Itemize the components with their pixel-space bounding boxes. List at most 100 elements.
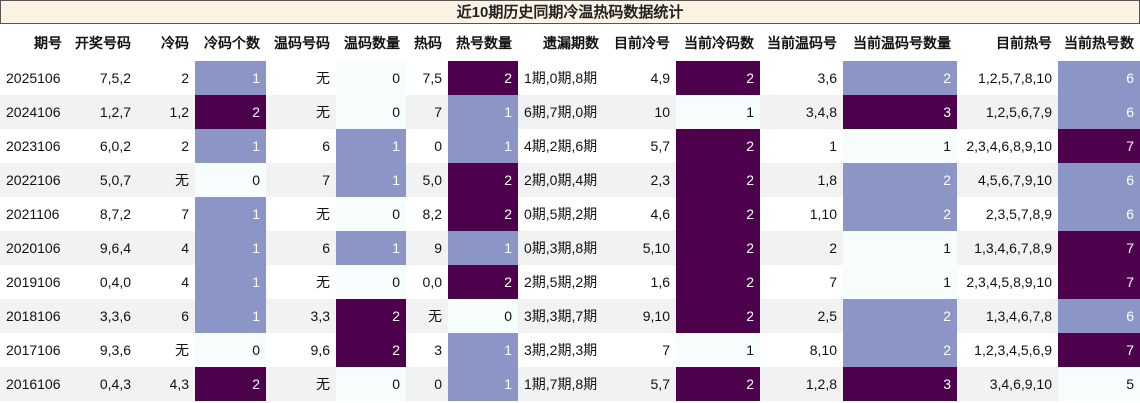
table-cell: 0	[406, 367, 448, 401]
table-cell: 0	[336, 197, 406, 231]
table-cell: 2020106	[0, 231, 68, 265]
table-cell: 1,2,7	[68, 95, 137, 129]
table-row: 2021106 8,7,2 7 1 无 0 8,2 2 0期,5期,2期 4,6 2 1,10 2 2,3…	[0, 197, 1140, 231]
column-header: 当前冷码数	[684, 34, 754, 51]
table-cell: 2,3	[605, 163, 676, 197]
table-cell: 0	[336, 61, 406, 95]
table-cell: 5,0	[406, 163, 448, 197]
table-cell: 2	[336, 299, 406, 333]
column-header: 期号	[34, 34, 62, 51]
table-cell: 1	[195, 129, 266, 163]
table-cell: 2024106	[0, 95, 68, 129]
table-cell: 2	[676, 367, 760, 401]
table-cell: 1	[448, 129, 518, 163]
column-header: 温码数量	[344, 34, 400, 51]
table-row: 2022106 5,0,7 无 0 7 1 5,0 2 2期,0期,4期 2,3 2 1,8 2 4,5,…	[0, 163, 1140, 197]
table-row: 2024106 1,2,7 1,2 2 无 0 7 1 6期,7期,0期 10 1 3,4,8 3 1,2…	[0, 95, 1140, 129]
table-cell: 0	[448, 299, 518, 333]
table-cell: 1	[843, 129, 957, 163]
table-cell: 无	[266, 95, 336, 129]
table-cell: 2	[195, 367, 266, 401]
table-cell: 2	[195, 95, 266, 129]
table-cell: 3	[843, 95, 957, 129]
table-cell: 2	[676, 197, 760, 231]
table-cell: 8,7,2	[99, 206, 131, 222]
table-cell: 2017106	[6, 342, 61, 358]
table-cell: 5,10	[605, 231, 676, 265]
table-cell: 2	[676, 163, 760, 197]
table-cell: 2	[843, 333, 957, 367]
table-cell: 2021106	[6, 206, 60, 222]
table-cell: 7	[266, 163, 336, 197]
table-cell: 2016106	[0, 367, 68, 401]
table-cell: 4,5,6,7,9,10	[957, 163, 1058, 197]
table-cell: 1	[448, 333, 518, 367]
table-cell: 2	[336, 333, 406, 367]
table-cell: 4期,2期,6期	[524, 138, 598, 154]
table-cell: 8,10	[809, 342, 837, 358]
table-cell: 2,3,4,6,8,9,10	[966, 138, 1052, 154]
table-cell: 1	[195, 197, 266, 231]
table-cell: 6	[266, 231, 336, 265]
table-cell: 2	[181, 70, 189, 86]
table-cell: 0期,5期,2期	[524, 206, 598, 222]
column-header: 热号数量	[456, 34, 512, 51]
table-cell: 3,3	[266, 299, 336, 333]
table-cell: 1	[195, 265, 266, 299]
table-cell: 3,3,6	[68, 299, 137, 333]
table-cell: 6	[1058, 163, 1140, 197]
table-cell: 2022106	[0, 163, 68, 197]
table-cell: 1	[195, 61, 266, 95]
table-cell: 0	[336, 367, 406, 401]
table-cell: 2019106	[6, 274, 61, 290]
table-cell: 2	[448, 265, 518, 299]
table-cell: 0,0	[422, 274, 442, 290]
table-cell: 1	[336, 231, 406, 265]
table-cell: 9,6,4	[68, 231, 137, 265]
table-cell: 1	[448, 367, 518, 401]
table-cell: 2	[676, 265, 760, 299]
table-cell: 1,2,8	[760, 367, 843, 401]
table-row: 2020106 9,6,4 4 1 6 1 9 1 0期,3期,8期 5,10 2 2 1 1,3,4,6…	[0, 231, 1140, 265]
table-title: 近10期历史同期冷温热码数据统计	[0, 0, 1140, 24]
table-cell: 1	[676, 333, 760, 367]
table-cell: 2,3,5,7,8,9	[985, 206, 1052, 222]
table-cell: 4,3	[137, 367, 195, 401]
table-cell: 1	[448, 95, 518, 129]
table-cell: 3	[434, 342, 442, 358]
table-cell: 0	[195, 333, 266, 367]
table-cell: 8,2	[422, 206, 442, 222]
table-cell: 1,2,5,7,8,10	[978, 70, 1052, 86]
table-cell: 9,6	[310, 342, 330, 358]
table-cell: 2025106	[6, 70, 61, 86]
table-cell: 1,2,5,6,7,9	[957, 95, 1058, 129]
table-cell: 1,3,4,6,7,8	[957, 299, 1058, 333]
table-cell: 4,9	[650, 70, 670, 86]
table-cell: 1	[829, 138, 837, 154]
table-cell: 0	[434, 138, 442, 154]
table-cell: 6	[1058, 299, 1140, 333]
column-header: 遗漏期数	[543, 34, 599, 51]
table-cell: 2	[843, 197, 957, 231]
table-cell: 1	[195, 231, 266, 265]
table-cell: 5,7	[650, 138, 670, 154]
table-row: 2017106 9,3,6 无 0 9,6 2 3 1 3期,2期,3期 7 1 8,10 2 1,2,3…	[0, 333, 1140, 367]
table-cell: 2	[843, 163, 957, 197]
table-cell: 无	[316, 274, 330, 290]
column-header: 冷码	[161, 34, 189, 51]
table-cell: 1,3,4,6,7,8,9	[957, 231, 1058, 265]
table-cell: 2	[843, 61, 957, 95]
table-cell: 2	[448, 61, 518, 95]
table-cell: 3期,2期,3期	[524, 342, 598, 358]
table-cell: 0	[336, 265, 406, 299]
table-cell: 4	[137, 231, 195, 265]
table-cell: 7	[1058, 129, 1140, 163]
data-table: 期号 开奖号码 冷码 冷码个数 温码号码 温码数量 热码 热号数量 遗漏期数 目前冷号 当前冷码数当…	[0, 24, 1140, 401]
table-cell: 7	[406, 95, 448, 129]
table-cell: 2	[676, 61, 760, 95]
table-cell: 2	[448, 163, 518, 197]
table-cell: 2,5	[760, 299, 843, 333]
table-cell: 3,6	[817, 70, 837, 86]
table-row: 2016106 0,4,3 4,3 2 无 0 0 1 1期,7期,8期 5,7 2 1,2,8 3 3,…	[0, 367, 1140, 401]
table-cell: 4	[181, 274, 189, 290]
